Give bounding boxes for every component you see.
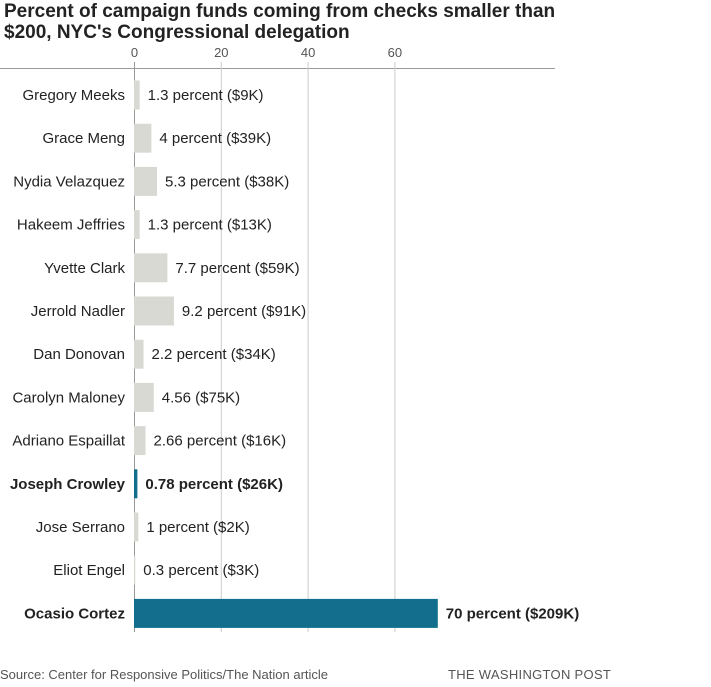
bar [134,382,154,412]
value-label: 5.3 percent ($38K) [165,173,289,190]
category-label: Hakeem Jeffries [17,217,125,234]
category-label: Dan Donovan [33,346,125,363]
bar [134,166,158,196]
value-label: 4.56 ($75K) [162,389,240,406]
value-label: 2.66 percent ($16K) [154,433,287,450]
category-label: Carolyn Maloney [12,389,125,406]
bar [134,598,438,628]
category-label: Nydia Velazquez [13,173,125,190]
category-label: Gregory Meeks [22,87,125,104]
x-tick-label: 20 [214,45,228,60]
source-note: Source: Center for Responsive Politics/T… [0,667,329,682]
value-label: 9.2 percent ($91K) [182,303,306,320]
bar [134,80,140,110]
bar [134,123,152,153]
value-label: 1 percent ($2K) [146,519,249,536]
x-tick-label: 40 [301,45,315,60]
x-tick-label: 60 [388,45,402,60]
category-label: Joseph Crowley [10,476,126,493]
value-label: 1.3 percent ($13K) [148,217,272,234]
x-tick-label: 0 [131,45,138,60]
bar [134,253,168,283]
value-label: 4 percent ($39K) [159,130,271,147]
category-label: Eliot Engel [53,562,125,579]
value-label: 70 percent ($209K) [446,605,579,622]
category-label: Yvette Clark [44,260,125,277]
bar [134,296,174,326]
value-label: 1.3 percent ($9K) [148,87,264,104]
bar-chart: 0 20 40 60 Gregory Meeks 1.3 percent ($9K) Gr… [0,45,579,632]
value-label: 0.3 percent ($3K) [143,562,259,579]
value-label: 7.7 percent ($59K) [175,260,299,277]
category-label: Grace Meng [42,130,125,147]
chart-title: Percent of campaign funds coming from ch… [4,1,556,43]
category-label: Adriano Espaillat [12,433,125,450]
bar [134,339,144,369]
publisher-credit: THE WASHINGTON POST [448,667,612,682]
category-label: Ocasio Cortez [24,605,125,622]
value-label: 0.78 percent ($26K) [145,476,283,493]
value-label: 2.2 percent ($34K) [152,346,276,363]
bar [134,555,136,585]
category-label: Jerrold Nadler [31,303,125,320]
category-label: Jose Serrano [36,519,125,536]
bar [134,426,146,456]
bar [134,512,139,542]
bar [134,469,138,499]
bar [134,210,140,240]
